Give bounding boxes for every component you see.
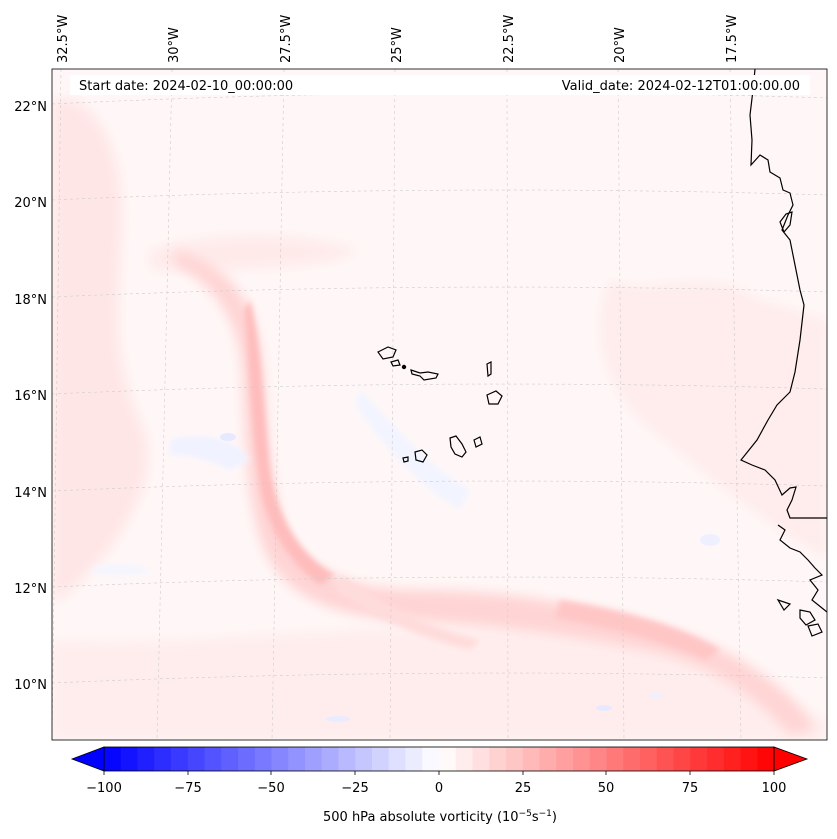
longitude-labels: 32.5°W 30°W 27.5°W 25°W 22.5°W 20°W 17.5… (56, 15, 740, 63)
colorbar-segment (388, 747, 406, 771)
lon-label: 27.5°W (279, 15, 294, 63)
colorbar-segment (656, 747, 674, 771)
colorbar-segment (673, 747, 691, 771)
island-boa-vista (486, 390, 503, 405)
colorbar-segment (539, 747, 557, 771)
island-sao-nicolau (410, 369, 439, 381)
colorbar: −100 −75 −50 −25 0 25 50 75 100 500 hPa … (70, 746, 809, 825)
island-santiago (449, 435, 467, 458)
map-frame (51, 68, 828, 741)
colorbar-tick-label: 0 (435, 781, 443, 796)
map-panel: Start date: 2024-02-10_00:00:00 Valid_da… (51, 68, 828, 741)
colorbar-segment (154, 747, 172, 771)
colorbar-tick-label: −25 (341, 781, 368, 796)
colorbar-segment (506, 747, 524, 771)
colorbar-arrow-low (70, 746, 105, 772)
lon-label: 30°W (167, 27, 182, 63)
colorbar-segment (305, 747, 323, 771)
colorbar-segment (405, 747, 423, 771)
colorbar-segment (254, 747, 272, 771)
colorbar-segment (707, 747, 725, 771)
vorticity-field (52, 98, 827, 740)
island-fogo (414, 449, 428, 463)
colorbar-segment (556, 747, 574, 771)
colorbar-segment (623, 747, 641, 771)
colorbar-tick-label: 100 (762, 781, 787, 796)
valid-date-label: Valid_date: 2024-02-12T01:00:00.00 (562, 79, 800, 94)
colorbar-label: 500 hPa absolute vorticity (10−5s−1) (323, 809, 557, 825)
lat-label: 12°N (14, 582, 47, 597)
colorbar-tick-label: 75 (682, 781, 699, 796)
colorbar-tick-label: −75 (174, 781, 201, 796)
lon-label: 25°W (390, 27, 405, 63)
island-sal (486, 361, 492, 378)
colorbar-segment (723, 747, 741, 771)
colorbar-segment (338, 747, 356, 771)
colorbar-segment (489, 747, 507, 771)
island-maio (473, 436, 483, 448)
colorbar-tick-label: 50 (598, 781, 615, 796)
colorbar-segment (690, 747, 708, 771)
colorbar-segment (137, 747, 155, 771)
colorbar-tick-label: −50 (257, 781, 284, 796)
west-africa-coast (740, 69, 827, 519)
colorbar-segment (238, 747, 256, 771)
colorbar-segment (522, 747, 540, 771)
lat-label: 10°N (14, 678, 47, 693)
lat-label: 20°N (14, 196, 47, 211)
colorbar-segment (288, 747, 306, 771)
coastline (740, 69, 827, 637)
island-brava (402, 456, 409, 463)
colorbar-segments (104, 747, 775, 771)
colorbar-arrow-high (773, 746, 809, 772)
colorbar-segment (757, 747, 775, 771)
colorbar-segment (740, 747, 758, 771)
colorbar-segment (589, 747, 607, 771)
latitude-labels: 22°N 20°N 18°N 16°N 14°N 12°N 10°N (14, 100, 47, 693)
colorbar-segment (321, 747, 339, 771)
colorbar-segment (422, 747, 440, 771)
gridlines (52, 69, 827, 740)
colorbar-segment (221, 747, 239, 771)
colorbar-segment (104, 747, 122, 771)
colorbar-segment (120, 747, 138, 771)
lon-label: 32.5°W (56, 15, 71, 63)
colorbar-segment (439, 747, 457, 771)
lat-label: 16°N (14, 389, 47, 404)
colorbar-tick-labels: −100 −75 −50 −25 0 25 50 75 100 (86, 781, 786, 796)
lat-label: 22°N (14, 100, 47, 115)
colorbar-tick-label: 25 (515, 781, 532, 796)
colorbar-segment (640, 747, 658, 771)
colorbar-segment (355, 747, 373, 771)
colorbar-segment (171, 747, 189, 771)
lon-label: 20°W (613, 27, 628, 63)
lon-label: 17.5°W (725, 15, 740, 63)
start-date-label: Start date: 2024-02-10_00:00:00 (79, 79, 293, 94)
colorbar-segment (573, 747, 591, 771)
cape-verde-islands (377, 346, 503, 463)
colorbar-segment (204, 747, 222, 771)
colorbar-segment (187, 747, 205, 771)
colorbar-segment (271, 747, 289, 771)
lon-label: 22.5°W (502, 15, 517, 63)
lat-label: 14°N (14, 486, 47, 501)
colorbar-segment (372, 747, 390, 771)
colorbar-segment (455, 747, 473, 771)
island-santo-antao (377, 346, 397, 360)
header-bar (70, 75, 810, 95)
colorbar-segment (472, 747, 490, 771)
colorbar-segment (606, 747, 624, 771)
island-sao-vicente (390, 359, 401, 367)
lat-label: 18°N (14, 293, 47, 308)
colorbar-ticks (103, 771, 775, 775)
colorbar-tick-label: −100 (86, 781, 122, 796)
